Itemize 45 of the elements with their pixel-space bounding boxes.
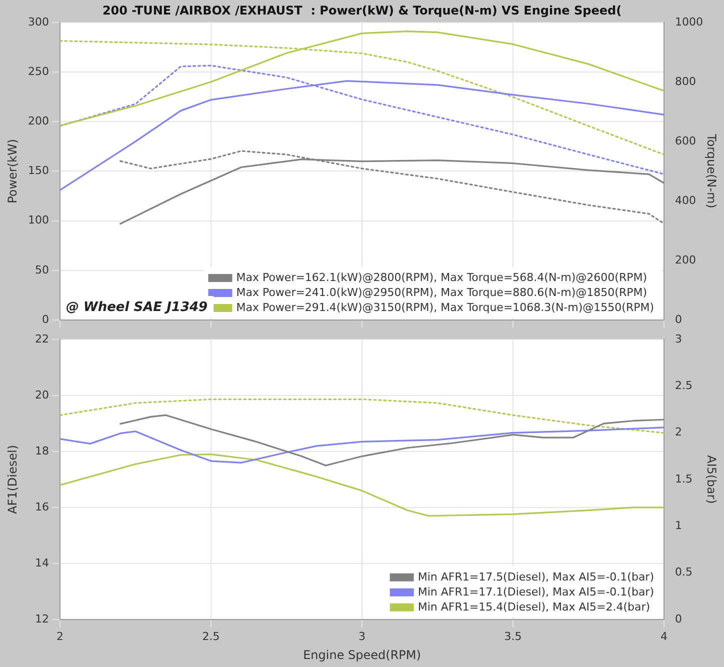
y2-tick-label: 1.5 <box>675 472 692 486</box>
y-tick-label: 18 <box>35 444 49 458</box>
y2-tick-label: 800 <box>675 74 696 88</box>
y2-tick-label: 0 <box>675 612 682 626</box>
y2-tick-label: 2.5 <box>675 379 692 392</box>
y2-tick-label: 1000 <box>675 15 703 28</box>
y2-axis-title: Torque(N-m) <box>704 133 719 208</box>
y2-tick-label: 2 <box>675 426 682 439</box>
y2-tick-label: 400 <box>675 194 696 207</box>
y-tick-label: 200 <box>28 114 49 128</box>
legend-label: Max Power=162.1(kW)@2800(RPM), Max Torque=568.4(N-m)@2600(RPM) <box>236 270 648 284</box>
x-axis-title: Engine Speed(RPM) <box>303 648 421 662</box>
legend-label: Min AFR1=17.1(Diesel), Max AI5=-0.1(bar) <box>418 585 654 598</box>
y-tick-label: 150 <box>28 164 49 178</box>
y-axis-title: Power(kW) <box>5 138 20 204</box>
annotation: @ Wheel SAE J1349 <box>66 300 208 315</box>
y-tick-label: 22 <box>35 332 49 346</box>
y2-tick-label: 0 <box>675 312 682 326</box>
x-tick-label: 4 <box>660 630 668 643</box>
y2-tick-label: 200 <box>675 253 696 266</box>
y-tick-label: 16 <box>35 500 49 514</box>
y2-tick-label: 3 <box>675 332 682 346</box>
y-tick-label: 0 <box>42 312 49 326</box>
y-tick-label: 50 <box>35 263 49 276</box>
x-tick-label: 3.5 <box>504 630 522 643</box>
x-tick-label: 2 <box>56 630 64 643</box>
x-tick-label: 2.5 <box>202 630 220 643</box>
legend-label: Min AFR1=15.4(Diesel), Max AI5=2.4(bar) <box>418 600 650 614</box>
line-series <box>60 398 664 434</box>
y-tick-label: 12 <box>35 612 49 626</box>
y-tick-label: 100 <box>28 214 49 227</box>
legend-label: Max Power=241.0(kW)@2950(RPM), Max Torque=880.6(N-m)@1850(RPM) <box>236 286 648 299</box>
y-axis-title: AF1(Diesel) <box>5 444 20 514</box>
y2-tick-label: 1 <box>675 518 682 532</box>
y-tick-label: 300 <box>28 15 49 28</box>
legend-label: Min AFR1=17.5(Diesel), Max AI5=-0.1(bar) <box>418 570 654 584</box>
y-tick-label: 250 <box>28 64 49 78</box>
y-tick-label: 14 <box>35 556 49 570</box>
y2-tick-label: 0.5 <box>675 566 692 579</box>
y2-tick-label: 600 <box>675 134 696 148</box>
y-tick-label: 20 <box>35 388 49 402</box>
y2-axis-title: AI5(bar) <box>704 455 719 504</box>
chart-title: 200 -TUNE /AIRBOX /EXHAUST : Power(kW) & Torque(N-m) VS Engine Speed( <box>102 3 622 18</box>
x-tick-label: 3 <box>358 630 366 643</box>
legend-label: Max Power=291.4(kW)@3150(RPM), Max Torque=1068.3(N-m)@1550(RPM) <box>236 300 654 314</box>
